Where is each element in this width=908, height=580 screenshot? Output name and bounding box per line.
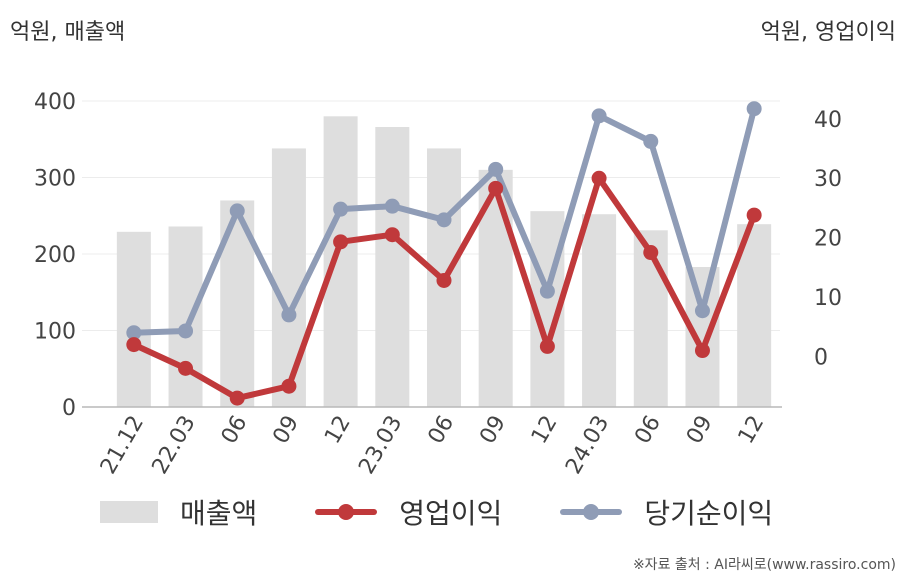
legend-item-revenue: 매출액	[100, 492, 257, 532]
net-income-point	[178, 323, 194, 339]
operating-profit-point	[126, 337, 142, 353]
right-tick-label: 40	[814, 108, 842, 133]
net-income-point	[746, 101, 762, 117]
revenue-bar	[116, 231, 151, 407]
legend-label-revenue: 매출액	[180, 497, 258, 530]
net-income-point	[229, 203, 245, 219]
legend: 매출액 영업이익 당기순이익	[100, 492, 831, 532]
left-tick-label: 0	[62, 396, 76, 421]
x-tick-label: 21.12	[96, 412, 149, 479]
x-tick-label: 09	[268, 412, 304, 449]
net-income-point	[591, 108, 607, 124]
x-tick-label: 12	[527, 412, 563, 449]
x-tick-label: 06	[630, 412, 666, 449]
operating-profit-point	[436, 272, 452, 288]
operating-profit-point	[539, 338, 555, 354]
right-tick-label: 20	[814, 227, 842, 252]
net-income-point	[488, 161, 504, 177]
x-tick-label: 12	[320, 412, 356, 449]
right-tick-label: 10	[814, 286, 842, 311]
left-tick-label: 300	[34, 167, 76, 192]
net-income-point	[539, 283, 555, 299]
revenue-bar	[375, 127, 410, 407]
left-tick-label: 400	[34, 90, 76, 115]
left-tick-label: 100	[34, 320, 76, 345]
operating-profit-point	[384, 227, 400, 243]
operating-profit-point	[488, 180, 504, 196]
right-axis-unit: 억원, 영업이익	[760, 20, 896, 45]
x-tick-label: 23.03	[354, 412, 407, 479]
revenue-bar	[323, 116, 358, 408]
operating-profit-point	[591, 170, 607, 186]
operating-profit-point	[746, 207, 762, 223]
revenue-bar	[168, 226, 203, 407]
operating-profit-point	[694, 343, 710, 359]
revenue-bar	[271, 148, 306, 407]
revenue-bar	[737, 224, 772, 407]
legend-swatch-revenue	[100, 501, 158, 523]
source-note: ※자료 출처 : AI라씨로(www.rassiro.com)	[632, 557, 896, 573]
right-tick-label: 0	[814, 345, 828, 370]
right-tick-label: 30	[814, 167, 842, 192]
left-tick-label: 200	[34, 243, 76, 268]
x-tick-label: 09	[682, 412, 718, 449]
x-tick-label: 12	[734, 412, 770, 449]
net-income-point	[643, 133, 659, 149]
legend-swatch-net	[560, 501, 623, 523]
net-income-point	[333, 201, 349, 217]
operating-profit-point	[178, 360, 194, 376]
x-tick-label: 06	[217, 412, 253, 449]
operating-profit-point	[229, 390, 245, 406]
legend-label-operating: 영업이익	[399, 497, 503, 530]
x-tick-label: 06	[424, 412, 460, 449]
revenue-bar	[582, 214, 617, 407]
net-income-point	[436, 212, 452, 228]
net-income-point	[694, 303, 710, 319]
left-axis-unit: 억원, 매출액	[10, 20, 126, 45]
revenue-bar	[685, 267, 720, 407]
legend-item-operating: 영업이익	[315, 492, 502, 532]
legend-swatch-operating	[315, 501, 378, 523]
legend-item-net: 당기순이익	[560, 492, 773, 532]
x-tick-label: 22.03	[148, 412, 201, 479]
legend-label-net: 당기순이익	[644, 497, 774, 530]
x-tick-label: 09	[475, 412, 511, 449]
net-income-point	[384, 198, 400, 214]
operating-profit-point	[281, 378, 297, 394]
operating-profit-point	[643, 245, 659, 261]
operating-profit-point	[333, 234, 349, 250]
profit-lines	[126, 101, 762, 406]
x-tick-label: 24.03	[561, 412, 614, 479]
net-income-point	[126, 325, 142, 341]
net-income-point	[281, 307, 297, 323]
revenue-bars	[116, 116, 772, 408]
